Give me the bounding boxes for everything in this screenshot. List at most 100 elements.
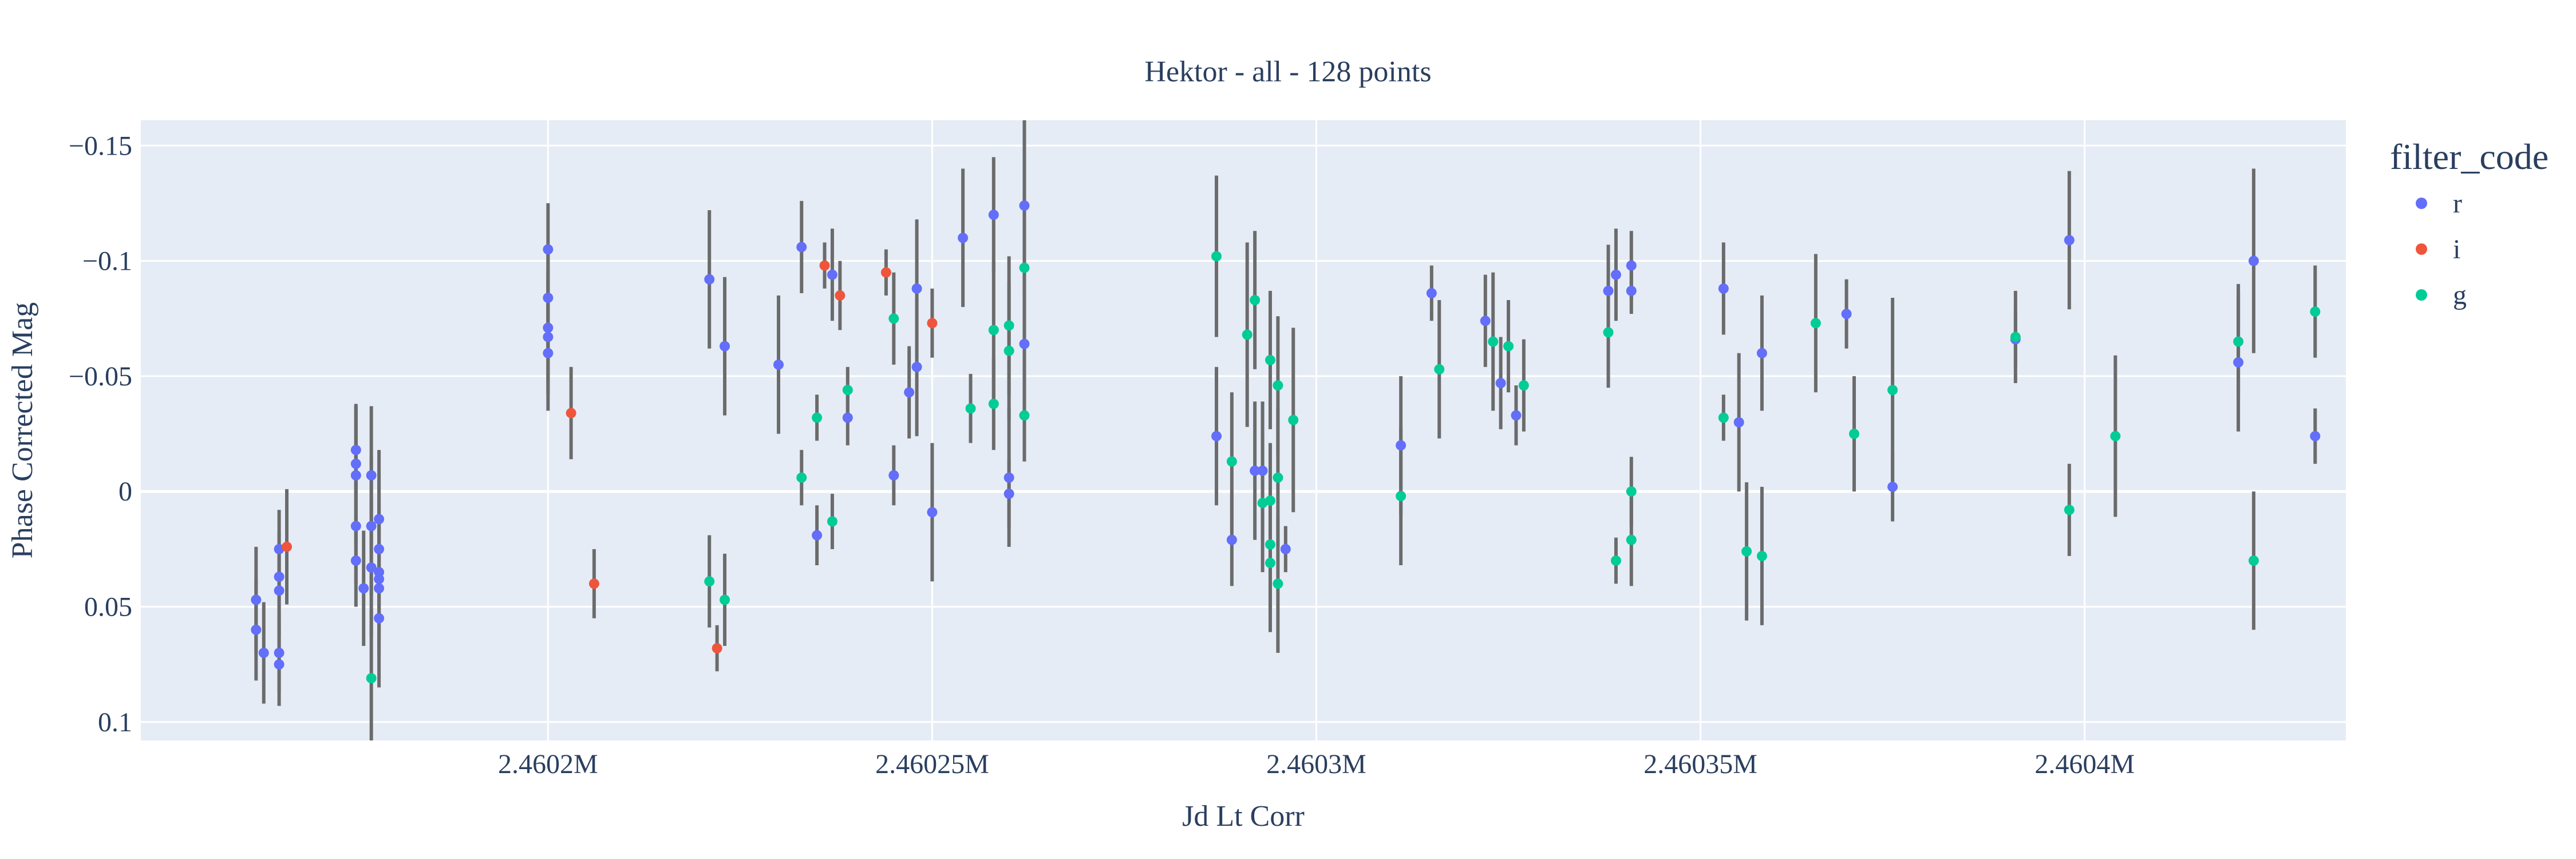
point-r bbox=[350, 458, 361, 469]
point-r bbox=[274, 572, 285, 582]
point-r bbox=[1480, 316, 1491, 326]
legend-label-g: g bbox=[2453, 280, 2467, 310]
point-r bbox=[374, 574, 385, 585]
point-r bbox=[1626, 260, 1637, 271]
point-r bbox=[988, 210, 999, 220]
point-g bbox=[1756, 550, 1767, 561]
data-points bbox=[251, 200, 2321, 684]
point-g bbox=[888, 313, 899, 324]
point-r bbox=[366, 521, 377, 531]
point-g bbox=[796, 472, 807, 483]
point-r bbox=[1841, 309, 1852, 320]
point-g bbox=[1603, 327, 1614, 338]
point-r bbox=[1257, 465, 1268, 476]
point-g bbox=[965, 403, 976, 414]
point-i bbox=[880, 267, 891, 278]
point-r bbox=[543, 244, 554, 255]
point-g bbox=[1810, 318, 1821, 329]
point-g bbox=[1273, 472, 1283, 483]
plot-area bbox=[141, 120, 2346, 740]
point-r bbox=[958, 233, 969, 243]
point-r bbox=[2248, 255, 2259, 266]
x-tick-label: 2.4602M bbox=[498, 749, 598, 779]
point-r bbox=[274, 659, 285, 670]
point-g bbox=[1226, 456, 1237, 467]
point-i bbox=[835, 290, 846, 301]
point-i bbox=[819, 260, 830, 271]
point-r bbox=[366, 470, 377, 481]
point-g bbox=[2064, 505, 2075, 515]
point-r bbox=[274, 648, 285, 659]
point-r bbox=[1511, 410, 1522, 421]
point-r bbox=[274, 585, 285, 596]
point-r bbox=[1718, 283, 1729, 294]
point-g bbox=[1019, 410, 1030, 421]
point-g bbox=[842, 385, 853, 396]
chart-title: Hektor - all - 128 points bbox=[1144, 56, 1431, 88]
point-r bbox=[350, 444, 361, 455]
point-g bbox=[1003, 345, 1014, 356]
point-g bbox=[1626, 534, 1637, 545]
point-g bbox=[1434, 364, 1445, 375]
legend-marker-i bbox=[2416, 243, 2427, 255]
point-i bbox=[927, 318, 938, 329]
x-tick-label: 2.4604M bbox=[2034, 749, 2135, 779]
y-tick-label: 0 bbox=[118, 476, 132, 507]
point-r bbox=[773, 359, 784, 370]
point-r bbox=[543, 348, 554, 358]
point-r bbox=[704, 274, 715, 285]
point-g bbox=[1265, 557, 1275, 568]
point-g bbox=[366, 673, 377, 684]
point-g bbox=[1626, 486, 1637, 497]
point-g bbox=[2310, 306, 2321, 317]
point-r bbox=[796, 242, 807, 253]
y-tick-label: −0.15 bbox=[69, 131, 132, 161]
point-g bbox=[1019, 262, 1030, 273]
point-r bbox=[2064, 235, 2075, 246]
point-r bbox=[904, 387, 915, 398]
point-r bbox=[1396, 440, 1406, 451]
y-axis-title: Phase Corrected Mag bbox=[6, 302, 39, 559]
point-r bbox=[1887, 482, 1898, 492]
point-g bbox=[2233, 336, 2244, 347]
point-r bbox=[1610, 269, 1621, 280]
point-g bbox=[1503, 341, 1514, 352]
point-g bbox=[1518, 380, 1529, 391]
y-tick-label: −0.05 bbox=[69, 361, 132, 392]
legend-label-r: r bbox=[2453, 188, 2462, 219]
point-r bbox=[358, 583, 369, 594]
point-r bbox=[543, 322, 554, 333]
point-r bbox=[543, 332, 554, 342]
x-tick-label: 2.46025M bbox=[875, 749, 989, 779]
point-g bbox=[1718, 412, 1729, 423]
point-r bbox=[1495, 377, 1506, 388]
point-r bbox=[366, 562, 377, 573]
point-g bbox=[720, 594, 730, 605]
point-r bbox=[1250, 465, 1261, 476]
point-r bbox=[1003, 488, 1014, 499]
point-r bbox=[911, 283, 922, 294]
point-r bbox=[1226, 534, 1237, 545]
point-g bbox=[1265, 539, 1275, 550]
point-r bbox=[1211, 431, 1222, 442]
point-r bbox=[258, 648, 269, 659]
point-r bbox=[251, 624, 262, 635]
point-r bbox=[827, 269, 837, 280]
point-g bbox=[1741, 546, 1752, 557]
point-r bbox=[350, 521, 361, 531]
point-i bbox=[588, 578, 599, 589]
point-g bbox=[1273, 578, 1283, 589]
point-g bbox=[1396, 491, 1406, 502]
point-g bbox=[2248, 555, 2259, 566]
point-g bbox=[988, 325, 999, 336]
legend-marker-r bbox=[2416, 198, 2427, 209]
point-g bbox=[1003, 320, 1014, 331]
point-r bbox=[1019, 200, 1030, 211]
point-r bbox=[1426, 287, 1437, 298]
legend-marker-g bbox=[2416, 289, 2427, 301]
point-r bbox=[842, 412, 853, 423]
point-g bbox=[1488, 336, 1499, 347]
point-r bbox=[374, 613, 385, 624]
point-g bbox=[1242, 329, 1253, 340]
